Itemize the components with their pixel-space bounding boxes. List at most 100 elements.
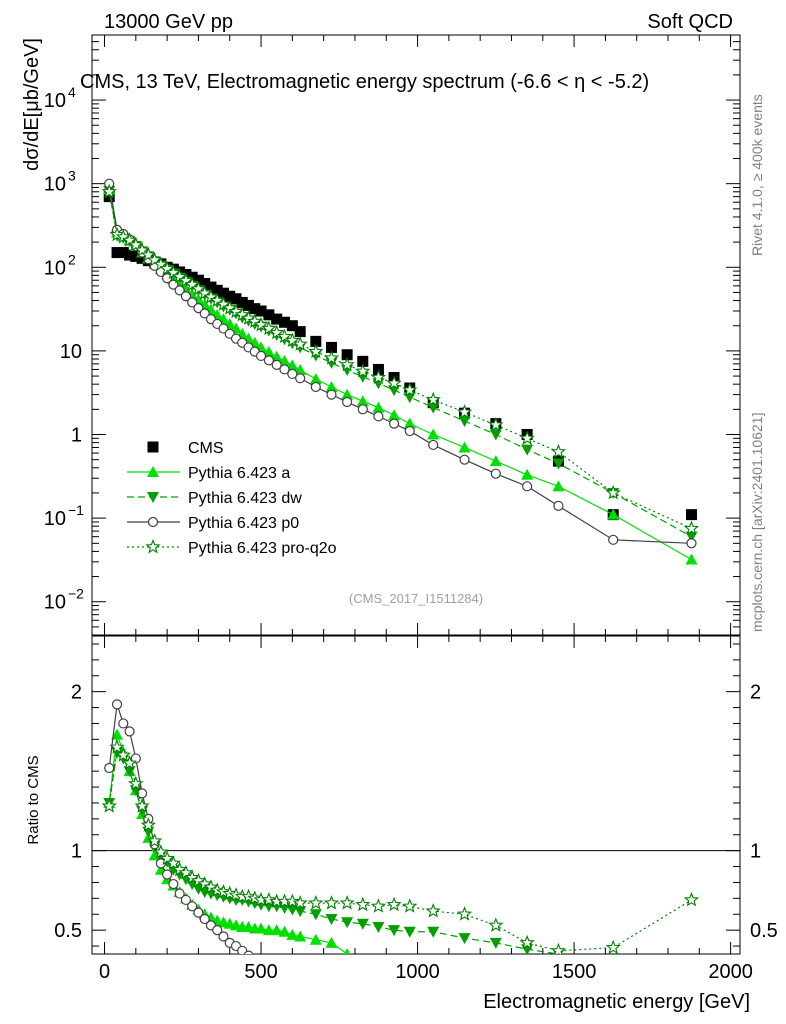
data-point-pythia-6-423-pro-q2o: [370, 898, 387, 913]
data-point-pythia-6-423-a: [294, 930, 307, 942]
x-tick-label: 2000: [708, 961, 753, 983]
data-point-pythia-6-423-dw: [372, 921, 385, 933]
y-tick-label: 10: [44, 174, 66, 196]
series-pythia-6-423-a: [103, 728, 351, 954]
data-point-pythia-6-423-p0: [271, 359, 282, 370]
data-point-pythia-6-423-p0: [608, 534, 619, 545]
data-point-pythia-6-423-a: [278, 354, 291, 366]
data-point-pythia-6-423-pro-q2o: [172, 268, 188, 284]
data-point-pythia-6-423-p0: [357, 404, 368, 415]
data-point-pythia-6-423-dw: [403, 926, 416, 938]
data-point-pythia-6-423-p0: [187, 901, 198, 912]
data-point-pythia-6-423-pro-q2o: [165, 855, 182, 870]
data-point-pythia-6-423-p0: [243, 950, 254, 954]
data-point-pythia-6-423-p0: [295, 373, 306, 384]
data-point-pythia-6-423-pro-q2o: [550, 443, 567, 459]
data-point-pythia-6-423-pro-q2o: [109, 739, 125, 754]
header-right-label: Soft QCD: [647, 11, 733, 33]
rivet-version-label: Rivet 4.1.0, ≥ 400k events: [749, 94, 765, 256]
y-tick-label: 10: [44, 508, 66, 530]
data-point-pythia-6-423-dw: [458, 416, 471, 428]
data-point-pythia-6-423-p0: [263, 355, 274, 366]
legend-label-cms: CMS: [188, 440, 224, 457]
data-point-pythia-6-423-a: [270, 924, 283, 936]
x-axis-label: Electromagnetic energy [GeV]: [483, 991, 750, 1013]
data-point-pythia-6-423-a: [325, 380, 338, 392]
data-point-pythia-6-423-pro-q2o: [456, 906, 473, 921]
data-point-pythia-6-423-pro-q2o: [172, 861, 188, 877]
data-point-pythia-6-423-p0: [136, 788, 148, 799]
data-point-pythia-6-423-p0: [187, 297, 198, 308]
y-tick-label: 10: [44, 257, 66, 279]
y-tick-label-right: 0.5: [750, 920, 778, 942]
data-point-cms: [136, 252, 148, 264]
data-point-cms: [372, 363, 384, 375]
data-point-cms: [224, 290, 236, 302]
ratio-y-axis-label: Ratio to CMS: [25, 755, 42, 844]
data-point-pythia-6-423-pro-q2o: [159, 260, 175, 276]
data-point-pythia-6-423-dw: [489, 429, 502, 441]
data-point-pythia-6-423-pro-q2o: [228, 303, 244, 319]
legend-label-pythia-6-423-dw: Pythia 6.423 dw: [188, 490, 302, 507]
data-point-pythia-6-423-p0: [174, 285, 185, 296]
data-point-cms: [192, 274, 204, 286]
data-point-pythia-6-423-p0: [218, 931, 229, 942]
data-point-pythia-6-423-p0: [162, 869, 173, 880]
main-watermark: (CMS_2017_I1511284): [349, 591, 483, 606]
data-point-pythia-6-423-dw: [489, 937, 502, 949]
data-point-pythia-6-423-p0: [180, 894, 192, 906]
y-tick-exponent: −2: [68, 586, 84, 602]
data-point-pythia-6-423-pro-q2o: [115, 229, 131, 244]
data-point-pythia-6-423-pro-q2o: [339, 895, 355, 910]
data-point-pythia-6-423-pro-q2o: [683, 520, 700, 536]
data-point-pythia-6-423-a: [262, 346, 275, 358]
data-point-pythia-6-423-pro-q2o: [683, 891, 700, 907]
y-tick-label-right: 1: [750, 841, 761, 863]
x-tick-label: 1000: [395, 961, 440, 983]
data-point-pythia-6-423-pro-q2o: [197, 285, 213, 300]
data-point-pythia-6-423-dw: [458, 933, 471, 945]
data-point-pythia-6-423-pro-q2o: [261, 320, 277, 336]
data-point-pythia-6-423-p0: [180, 291, 192, 302]
data-point-pythia-6-423-dw: [341, 917, 354, 929]
data-point-pythia-6-423-pro-q2o: [605, 484, 621, 500]
data-point-pythia-6-423-pro-q2o: [184, 869, 200, 885]
data-point-pythia-6-423-pro-q2o: [519, 934, 535, 950]
data-point-pythia-6-423-p0: [168, 878, 179, 890]
data-point-pythia-6-423-a: [489, 455, 502, 467]
series-pythia-6-423-p0: [104, 699, 254, 954]
ratio-frame: [91, 635, 741, 955]
legend-label-pythia-6-423-p0: Pythia 6.423 p0: [188, 515, 299, 532]
data-point-pythia-6-423-pro-q2o: [269, 324, 285, 340]
data-point-cms: [286, 320, 298, 332]
data-point-pythia-6-423-pro-q2o: [284, 893, 300, 909]
data-point-pythia-6-423-pro-q2o: [234, 306, 250, 322]
data-point-pythia-6-423-pro-q2o: [605, 939, 621, 954]
main-title: CMS, 13 TeV, Electromagnetic energy spec…: [80, 71, 649, 93]
data-point-pythia-6-423-pro-q2o: [153, 844, 169, 859]
data-point-pythia-6-423-pro-q2o: [190, 872, 207, 888]
data-point-cms: [117, 247, 129, 259]
data-point-pythia-6-423-a: [685, 553, 698, 565]
data-point-pythia-6-423-dw: [309, 909, 322, 921]
data-point-pythia-6-423-a: [325, 936, 338, 948]
data-point-pythia-6-423-p0: [155, 858, 166, 869]
data-point-pythia-6-423-p0: [553, 500, 564, 511]
data-point-cms: [310, 335, 322, 347]
data-point-pythia-6-423-p0: [104, 762, 115, 774]
data-point-pythia-6-423-pro-q2o: [308, 895, 324, 910]
legend-label-pythia-6-423-a: Pythia 6.423 a: [188, 465, 290, 482]
data-point-pythia-6-423-pro-q2o: [101, 798, 117, 813]
data-point-pythia-6-423-dw: [521, 444, 534, 456]
data-point-pythia-6-423-pro-q2o: [203, 879, 219, 894]
data-point-pythia-6-423-p0: [255, 350, 267, 362]
data-point-pythia-6-423-pro-q2o: [370, 369, 387, 385]
x-tick-label: 500: [244, 961, 277, 983]
data-point-pythia-6-423-a: [607, 508, 620, 520]
data-point-cms: [325, 341, 337, 353]
series-pythia-6-423-pro-q2o: [101, 183, 700, 536]
data-point-pythia-6-423-pro-q2o: [284, 332, 300, 348]
series-pythia-6-423-p0: [104, 178, 697, 549]
data-point-pythia-6-423-p0: [686, 538, 697, 549]
